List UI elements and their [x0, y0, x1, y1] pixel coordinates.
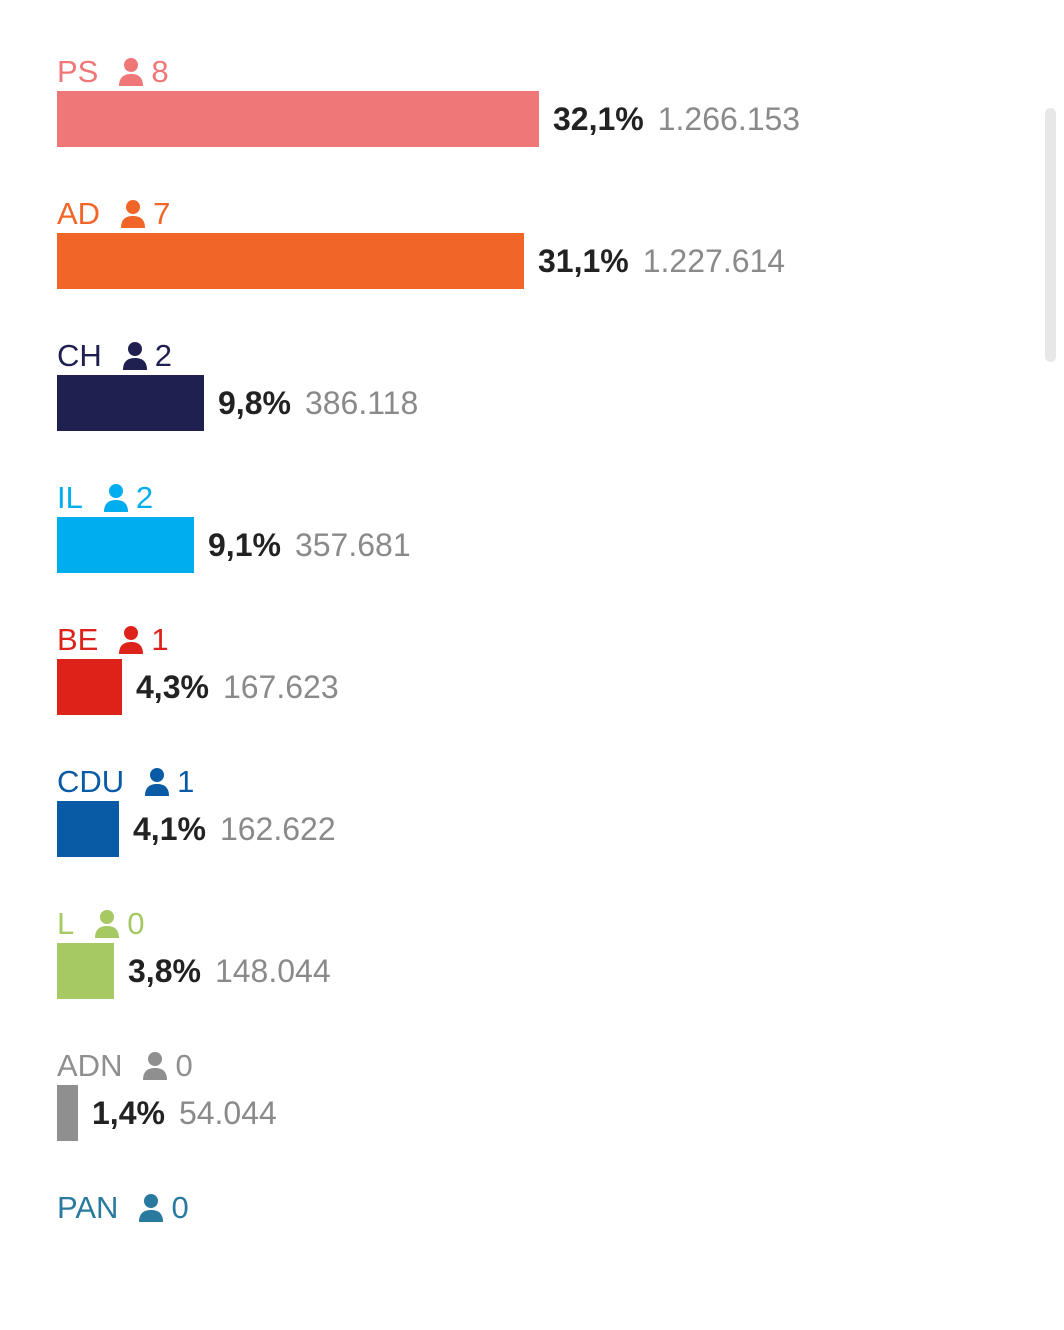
- seat-count: 1: [177, 764, 195, 799]
- party-name: L: [57, 906, 75, 941]
- party-row-cdu: CDU 1 4,1% 162.622: [57, 762, 1037, 904]
- bar-be: [57, 659, 122, 715]
- party-header: PAN 0: [57, 1188, 189, 1228]
- person-icon: [138, 1193, 164, 1223]
- party-name: PAN: [57, 1190, 119, 1225]
- person-icon: [144, 767, 170, 797]
- percent-label: 32,1%: [553, 100, 644, 137]
- bar-label: 3,8% 148.044: [128, 943, 331, 999]
- seat-count: 1: [151, 622, 169, 657]
- election-results-chart: PS 8 32,1% 1.266.153 AD 7 31,1% 1.227.614 CH 2 9,8…: [57, 52, 1037, 1225]
- party-name: ADN: [57, 1048, 123, 1083]
- percent-label: 9,1%: [208, 526, 281, 563]
- party-header: ADN 0: [57, 1046, 193, 1086]
- votes-label: 162.622: [219, 810, 336, 847]
- seat-count: 7: [153, 196, 171, 231]
- bar-l: [57, 943, 114, 999]
- seat-count: 2: [135, 480, 154, 515]
- bar-ad: [57, 233, 524, 289]
- party-row-be: BE 1 4,3% 167.623: [57, 620, 1037, 762]
- party-name: AD: [57, 196, 101, 231]
- seat-count: 2: [154, 338, 173, 373]
- person-icon: [118, 57, 144, 87]
- seat-count: 0: [175, 1048, 193, 1083]
- percent-label: 3,8%: [128, 952, 201, 989]
- party-header: CDU 1: [57, 762, 194, 802]
- votes-label: 54.044: [178, 1094, 277, 1131]
- bar-label: 4,3% 167.623: [136, 659, 339, 715]
- bar-label: 31,1% 1.227.614: [538, 233, 785, 289]
- percent-label: 1,4%: [92, 1094, 165, 1131]
- party-header: BE 1: [57, 620, 169, 660]
- person-icon: [142, 1051, 168, 1081]
- party-row-ps: PS 8 32,1% 1.266.153: [57, 52, 1037, 194]
- percent-label: 4,1%: [133, 810, 206, 847]
- person-icon: [122, 341, 148, 371]
- votes-label: 1.227.614: [642, 242, 786, 279]
- party-name: IL: [57, 480, 83, 515]
- party-row-ad: AD 7 31,1% 1.227.614: [57, 194, 1037, 336]
- bar-ch: [57, 375, 204, 431]
- person-icon: [118, 625, 144, 655]
- percent-label: 31,1%: [538, 242, 629, 279]
- scrollbar[interactable]: [1045, 108, 1056, 362]
- party-header: CH 2: [57, 336, 172, 376]
- party-row-il: IL 2 9,1% 357.681: [57, 478, 1037, 620]
- person-icon: [103, 483, 129, 513]
- person-icon: [120, 199, 146, 229]
- seat-count: 0: [127, 906, 145, 941]
- party-header: PS 8: [57, 52, 169, 92]
- party-header: AD 7: [57, 194, 170, 234]
- seat-count: 0: [171, 1190, 189, 1225]
- party-name: CH: [57, 338, 102, 373]
- party-name: CDU: [57, 764, 125, 799]
- bar-label: 1,4% 54.044: [92, 1085, 277, 1141]
- bar-ps: [57, 91, 539, 147]
- bar-label: 4,1% 162.622: [133, 801, 336, 857]
- bar-cdu: [57, 801, 119, 857]
- party-header: IL 2: [57, 478, 153, 518]
- bar-il: [57, 517, 194, 573]
- votes-label: 1.266.153: [657, 100, 801, 137]
- party-row-l: L 0 3,8% 148.044: [57, 904, 1037, 1046]
- party-name: BE: [57, 622, 99, 657]
- bar-label: 32,1% 1.266.153: [553, 91, 800, 147]
- bar-label: 9,1% 357.681: [208, 517, 411, 573]
- seat-count: 8: [151, 54, 169, 89]
- votes-label: 167.623: [222, 668, 339, 705]
- votes-label: 386.118: [304, 384, 419, 421]
- party-row-pan: PAN 0: [57, 1188, 1037, 1330]
- party-name: PS: [57, 54, 99, 89]
- party-row-ch: CH 2 9,8% 386.118: [57, 336, 1037, 478]
- percent-label: 4,3%: [136, 668, 209, 705]
- votes-label: 357.681: [294, 526, 411, 563]
- percent-label: 9,8%: [218, 384, 291, 421]
- bar-label: 9,8% 386.118: [218, 375, 418, 431]
- bar-adn: [57, 1085, 78, 1141]
- person-icon: [94, 909, 120, 939]
- party-row-adn: ADN 0 1,4% 54.044: [57, 1046, 1037, 1188]
- votes-label: 148.044: [214, 952, 331, 989]
